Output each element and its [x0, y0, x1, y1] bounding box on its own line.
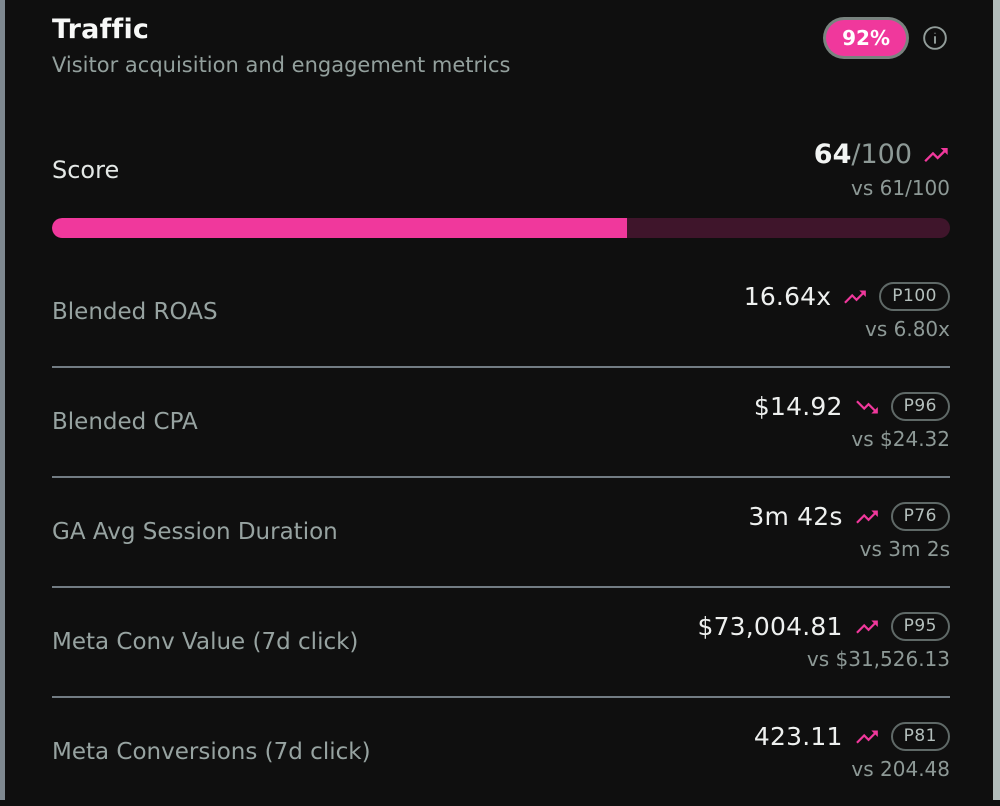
metric-value: 16.64x	[743, 282, 832, 312]
metric-label: Meta Conversions (7d click)	[52, 738, 371, 765]
metric-list: Blended ROAS 16.64x P100 vs 6.80x Blende…	[52, 258, 950, 806]
card-title: Traffic	[52, 14, 150, 45]
metric-label: Blended CPA	[52, 408, 198, 435]
metric-vs-value: vs 6.80x	[865, 317, 950, 342]
score-vs-value: vs 61/100	[851, 176, 950, 201]
metric-values: 3m 42s P76 vs 3m 2s	[748, 502, 950, 561]
header-actions: 92%	[826, 20, 948, 56]
trend-up-icon	[842, 284, 868, 310]
trend-down-icon	[854, 394, 880, 420]
metric-row: Blended CPA $14.92 P96 vs $24.32	[52, 368, 950, 479]
metric-values: 16.64x P100 vs 6.80x	[744, 282, 950, 341]
traffic-scorecard: Traffic Visitor acquisition and engageme…	[5, 0, 993, 800]
score-section: Score 64/100 vs 61/100	[52, 139, 950, 239]
metric-row: Blended ROAS 16.64x P100 vs 6.80x	[52, 258, 950, 369]
metric-value: 3m 42s	[748, 502, 843, 532]
percentage-badge: 92%	[826, 20, 906, 56]
metric-vs-value: vs $31,526.13	[806, 647, 950, 672]
info-icon[interactable]	[922, 25, 948, 51]
score-value: 64/100	[813, 139, 912, 171]
page-edge-right	[993, 0, 1000, 800]
page-edge-left	[0, 0, 5, 800]
trend-up-icon	[922, 141, 950, 169]
metric-values: $14.92 P96 vs $24.32	[754, 392, 950, 451]
card-subtitle: Visitor acquisition and engagement metri…	[52, 53, 511, 78]
score-progress-bar	[52, 218, 950, 239]
metric-value: 423.11	[753, 722, 843, 752]
metric-value: $73,004.81	[697, 612, 843, 642]
percentile-badge: P95	[890, 612, 950, 642]
score-progress-fill	[52, 218, 627, 239]
metric-vs-value: vs 204.48	[851, 757, 950, 782]
trend-up-icon	[854, 614, 880, 640]
metric-value: $14.92	[753, 392, 843, 422]
score-label: Score	[52, 155, 120, 184]
metric-values: $73,004.81 P95 vs $31,526.13	[697, 612, 950, 671]
metric-vs-value: vs 3m 2s	[859, 537, 950, 562]
metric-row: Meta Conv Value (7d click) $73,004.81 P9…	[52, 588, 950, 699]
metric-label: Blended ROAS	[52, 298, 218, 325]
percentile-badge: P76	[890, 502, 950, 532]
header-text: Traffic Visitor acquisition and engageme…	[52, 14, 511, 77]
metric-row: Meta Conversions (7d click) 423.11 P81 v…	[52, 698, 950, 806]
trend-up-icon	[854, 724, 880, 750]
metric-row: GA Avg Session Duration 3m 42s P76 vs 3m…	[52, 478, 950, 589]
score-values: 64/100 vs 61/100	[814, 139, 950, 200]
percentile-badge: P96	[890, 392, 950, 422]
percentile-badge: P81	[890, 722, 950, 752]
trend-up-icon	[854, 504, 880, 530]
metric-vs-value: vs $24.32	[851, 427, 950, 452]
percentile-badge: P100	[879, 282, 950, 312]
metric-values: 423.11 P81 vs 204.48	[754, 722, 950, 781]
card-header: Traffic Visitor acquisition and engageme…	[52, 14, 950, 77]
metric-label: GA Avg Session Duration	[52, 518, 338, 545]
metric-label: Meta Conv Value (7d click)	[52, 628, 359, 655]
